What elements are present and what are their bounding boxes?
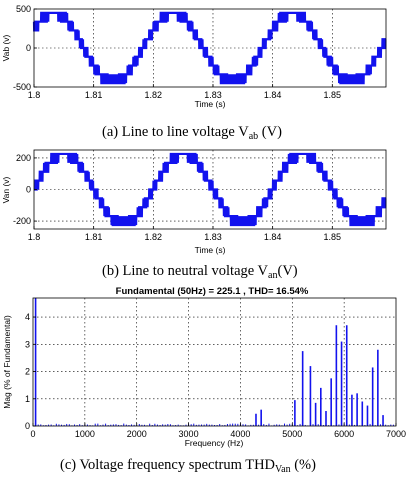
x-ticks-c: 0 1000 2000 3000 4000 5000 6000 7000 <box>30 423 406 439</box>
y-axis-label-b: Van (v) <box>1 176 11 203</box>
y-axis-label-a: Vab (v) <box>1 34 11 61</box>
panel-b: 1.8 1.81 1.82 1.83 1.84 1.85 200 0 -200 Van (v)… <box>1 149 387 281</box>
caption-a-tail: (V) <box>258 124 282 140</box>
x-tick-label: 2000 <box>127 429 147 439</box>
x-tick-label: 4000 <box>230 429 250 439</box>
caption-a: (a) Line to line voltage Vab (V) <box>102 124 282 142</box>
x-tick-label: 1.82 <box>145 90 163 100</box>
caption-b-main: (b) Line to neutral voltage V <box>102 263 269 279</box>
x-axis-label-c: Frequency (Hz) <box>185 438 244 448</box>
axes-frame-c <box>32 297 397 427</box>
x-tick-label: 1.85 <box>324 90 342 100</box>
y-tick-label: 3 <box>25 339 30 349</box>
x-axis-label-a: Time (s) <box>195 99 226 109</box>
y-tick-label: 0 <box>26 43 31 53</box>
x-tick-label: 5000 <box>282 429 302 439</box>
caption-a-sub: ab <box>249 131 258 142</box>
x-tick-label: 1.81 <box>85 232 103 242</box>
caption-c-tail: (%) <box>291 457 317 473</box>
y-tick-label: 2 <box>25 367 30 377</box>
x-tick-label: 3000 <box>179 429 199 439</box>
y-axis-label-c: Mag (% of Fundamental) <box>2 315 12 409</box>
x-tick-label: 1.81 <box>85 90 103 100</box>
vab-waveform <box>32 11 387 85</box>
caption-c-main: (c) Voltage frequency spectrum THD <box>60 457 275 473</box>
y-tick-label: 0 <box>25 421 30 431</box>
y-ticks-a: 500 0 -500 <box>13 4 37 92</box>
grid-b <box>34 150 386 229</box>
grid-c <box>33 298 396 426</box>
y-ticks-c: 0 1 2 3 4 <box>25 312 36 431</box>
x-tick-label: 1.8 <box>28 232 41 242</box>
y-tick-label: 1 <box>25 394 30 404</box>
x-tick-label: 1.82 <box>145 232 163 242</box>
x-tick-label: 0 <box>30 429 35 439</box>
caption-c-sub: Van <box>275 464 291 475</box>
y-tick-label: -200 <box>13 216 31 226</box>
y-tick-label: 4 <box>25 312 30 322</box>
x-tick-label: 1.83 <box>204 90 222 100</box>
x-tick-label: 1.85 <box>324 232 342 242</box>
y-tick-label: 0 <box>26 185 31 195</box>
panel-c: Fundamental (50Hz) = 225.1 , THD= 16.54%… <box>2 286 406 475</box>
caption-b-sub: an <box>268 270 277 281</box>
harmonic-bars <box>34 298 384 426</box>
x-tick-label: 1.83 <box>204 232 222 242</box>
x-ticks-b: 1.8 1.81 1.82 1.83 1.84 1.85 <box>28 226 341 242</box>
y-ticks-b: 200 0 -200 <box>13 153 37 226</box>
y-tick-label: 200 <box>16 153 31 163</box>
caption-b: (b) Line to neutral voltage Van(V) <box>102 263 298 281</box>
x-tick-label: 1000 <box>75 429 95 439</box>
x-axis-label-b: Time (s) <box>195 245 226 255</box>
spectrum-title: Fundamental (50Hz) = 225.1 , THD= 16.54% <box>116 286 309 297</box>
panel-a: 1.8 1.81 1.82 1.83 1.84 1.85 500 0 -500 Vab (v)… <box>1 4 387 142</box>
y-tick-label: 500 <box>16 4 31 14</box>
x-ticks-a: 1.8 1.81 1.82 1.83 1.84 1.85 <box>28 84 341 100</box>
van-waveform <box>34 152 387 227</box>
x-tick-label: 1.84 <box>264 90 282 100</box>
y-tick-label: -500 <box>13 82 31 92</box>
caption-b-tail: (V) <box>277 263 297 279</box>
x-tick-label: 1.8 <box>28 90 41 100</box>
caption-c: (c) Voltage frequency spectrum THDVan (%… <box>60 457 316 475</box>
x-tick-label: 6000 <box>334 429 354 439</box>
x-tick-label: 1.84 <box>264 232 282 242</box>
caption-a-main: (a) Line to line voltage V <box>102 124 249 140</box>
x-tick-label: 7000 <box>386 429 406 439</box>
